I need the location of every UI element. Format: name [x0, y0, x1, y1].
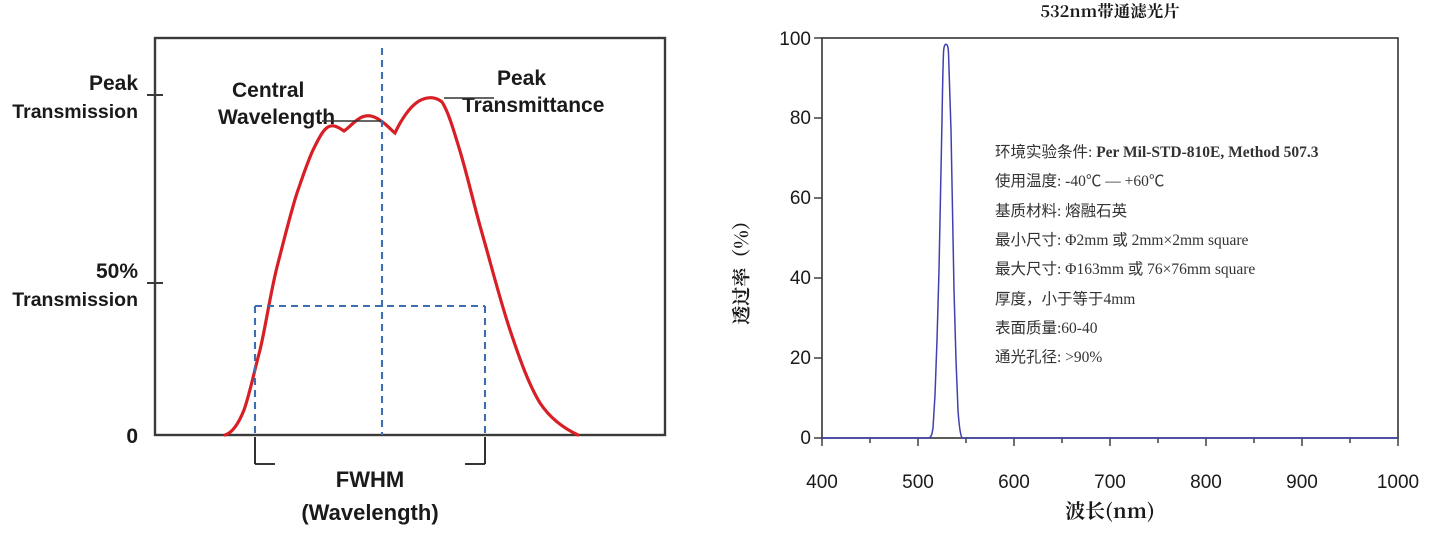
svg-text:20: 20	[790, 348, 811, 369]
svg-text:表面质量:60-40: 表面质量:60-40	[995, 319, 1098, 337]
svg-text:80: 80	[790, 108, 811, 129]
svg-text:厚度，小于等于4mm: 厚度，小于等于4mm	[995, 290, 1135, 308]
svg-text:900: 900	[1286, 472, 1318, 493]
svg-text:使用温度: -40℃ — +60℃: 使用温度: -40℃ — +60℃	[995, 172, 1164, 190]
svg-text:Peak: Peak	[497, 67, 546, 90]
svg-text:0: 0	[800, 428, 811, 449]
svg-text:Transmission: Transmission	[12, 289, 138, 311]
svg-text:800: 800	[1190, 472, 1222, 493]
svg-text:700: 700	[1094, 472, 1126, 493]
svg-text:Transmission: Transmission	[12, 101, 138, 123]
svg-text:40: 40	[790, 268, 811, 289]
svg-text:60: 60	[790, 188, 811, 209]
svg-text:Wavelength: Wavelength	[218, 106, 335, 129]
svg-text:最大尺寸: Φ163mm 或 76×76mm squar: 最大尺寸: Φ163mm 或 76×76mm square	[995, 260, 1255, 278]
svg-text:最小尺寸: Φ2mm 或 2mm×2mm square: 最小尺寸: Φ2mm 或 2mm×2mm square	[995, 231, 1249, 249]
svg-text:FWHM: FWHM	[336, 467, 404, 492]
svg-text:(Wavelength): (Wavelength)	[301, 500, 438, 525]
svg-text:环境实验条件: Per Mil-STD-810E, Meth: 环境实验条件: Per Mil-STD-810E, Method 507.3	[995, 142, 1319, 161]
svg-text:1000: 1000	[1377, 472, 1419, 493]
svg-text:500: 500	[902, 472, 934, 493]
svg-text:Central: Central	[232, 79, 304, 102]
svg-text:100: 100	[779, 29, 811, 50]
svg-text:透过率（%）: 透过率（%）	[727, 211, 754, 324]
svg-text:400: 400	[806, 472, 838, 493]
svg-text:基质材料: 熔融石英: 基质材料: 熔融石英	[995, 202, 1128, 220]
svg-text:50%: 50%	[96, 260, 138, 283]
svg-text:0: 0	[126, 425, 138, 448]
svg-text:Peak: Peak	[89, 72, 138, 95]
svg-text:通光孔径: >90%: 通光孔径: >90%	[995, 348, 1102, 366]
svg-text:532nm带通滤光片: 532nm带通滤光片	[1040, 0, 1180, 22]
svg-text:600: 600	[998, 472, 1030, 493]
svg-text:波长(nm): 波长(nm)	[1065, 495, 1155, 524]
